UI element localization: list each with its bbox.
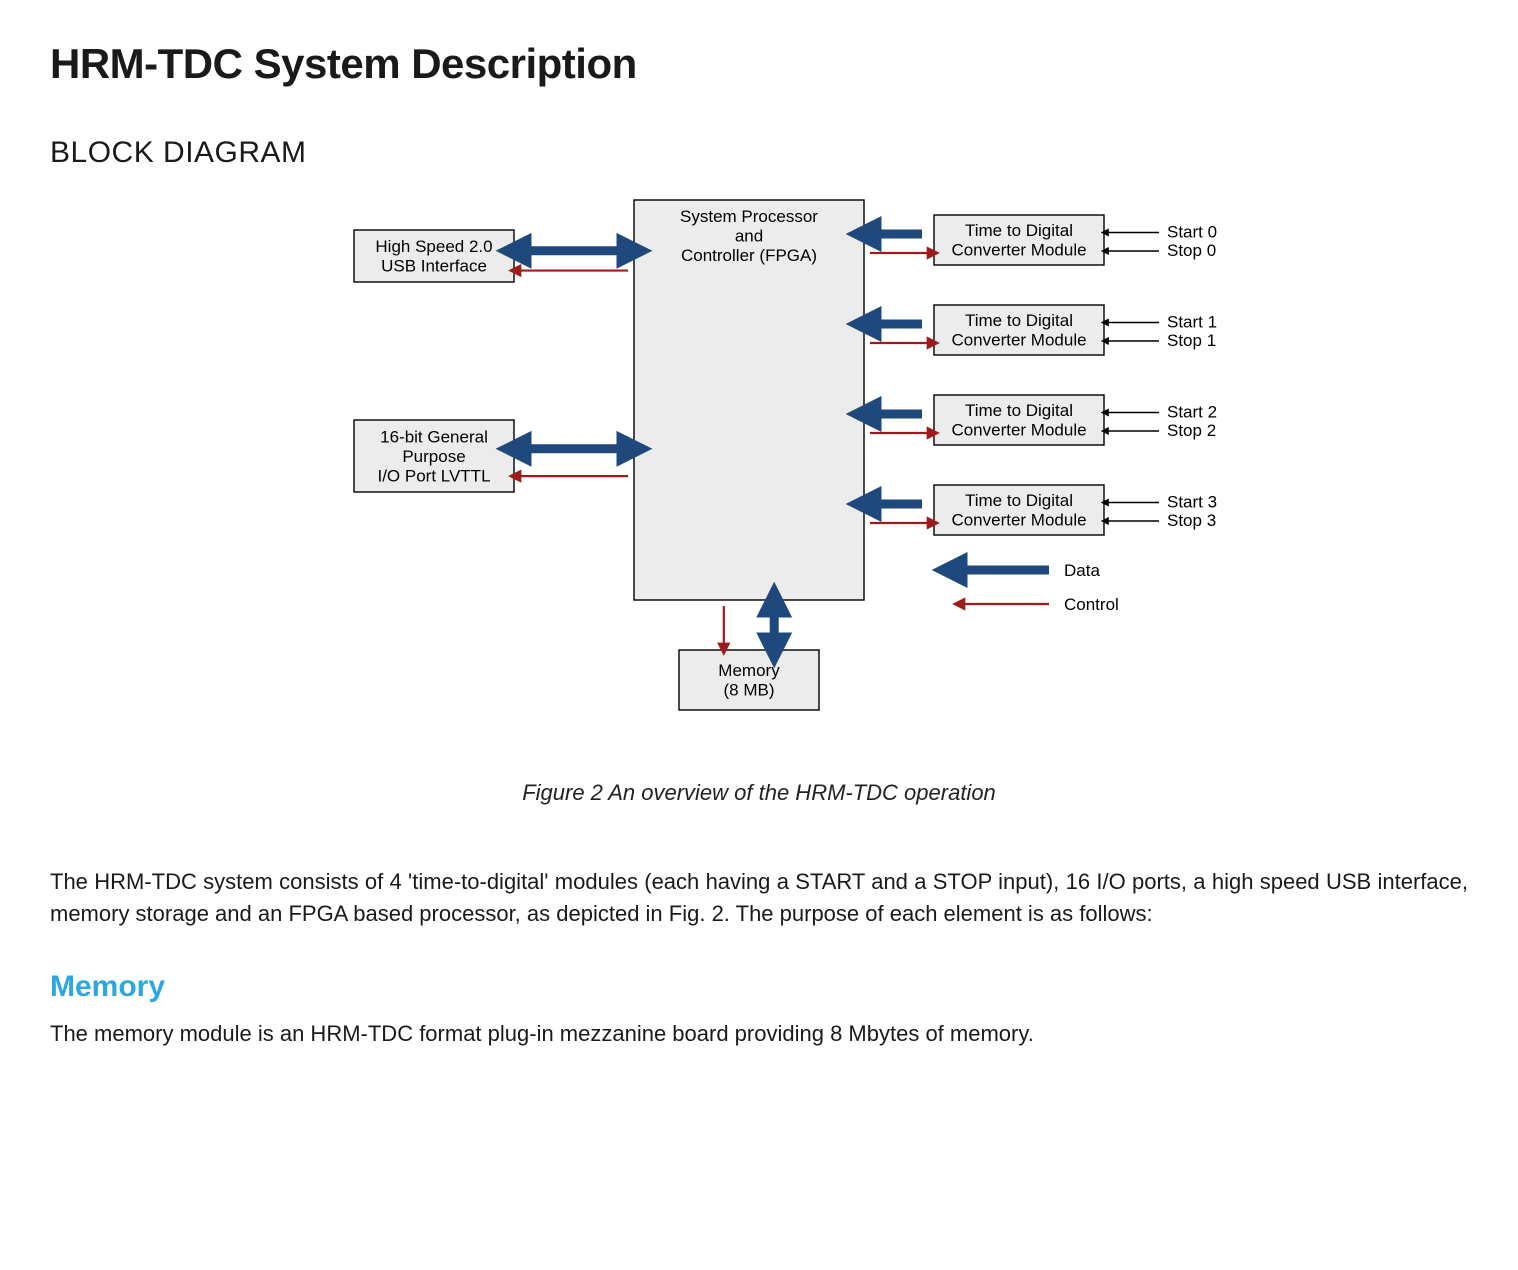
tdc3-start-label: Start 3: [1167, 493, 1217, 512]
legend-data-label: Data: [1064, 561, 1100, 580]
svg-text:Time to Digital: Time to Digital: [965, 401, 1073, 420]
svg-text:Converter Module: Converter Module: [951, 511, 1086, 530]
svg-text:USB Interface: USB Interface: [381, 257, 487, 276]
block-diagram: System ProcessorandController (FPGA) High…: [50, 190, 1468, 750]
svg-text:High Speed 2.0: High Speed 2.0: [375, 237, 492, 256]
svg-text:System Processor: System Processor: [680, 207, 818, 226]
svg-text:Converter Module: Converter Module: [951, 331, 1086, 350]
svg-text:16-bit General: 16-bit General: [380, 427, 488, 446]
tdc2-stop-label: Stop 2: [1167, 421, 1216, 440]
memory-block: Memory(8 MB): [679, 650, 819, 710]
svg-text:(8 MB): (8 MB): [724, 681, 775, 700]
tdc3-stop-label: Stop 3: [1167, 511, 1216, 530]
figure-caption: Figure 2 An overview of the HRM-TDC oper…: [50, 780, 1468, 806]
svg-text:Time to Digital: Time to Digital: [965, 311, 1073, 330]
svg-text:Time to Digital: Time to Digital: [965, 491, 1073, 510]
svg-text:Time to Digital: Time to Digital: [965, 221, 1073, 240]
memory-paragraph: The memory module is an HRM-TDC format p…: [50, 1018, 1468, 1050]
tdc-block-1: Time to DigitalConverter Module: [934, 305, 1104, 355]
usb-block: High Speed 2.0USB Interface: [354, 230, 514, 282]
legend-control-label: Control: [1064, 595, 1119, 614]
svg-text:Controller (FPGA): Controller (FPGA): [681, 246, 817, 265]
section-heading: BLOCK DIAGRAM: [50, 136, 1468, 170]
page-title: HRM-TDC System Description: [50, 40, 1468, 88]
intro-paragraph: The HRM-TDC system consists of 4 'time-t…: [50, 866, 1468, 930]
cpu-block: System ProcessorandController (FPGA): [634, 200, 864, 600]
tdc-block-3: Time to DigitalConverter Module: [934, 485, 1104, 535]
memory-heading: Memory: [50, 970, 1468, 1004]
svg-text:Converter Module: Converter Module: [951, 241, 1086, 260]
svg-text:and: and: [735, 227, 763, 246]
svg-text:Memory: Memory: [718, 661, 780, 680]
gpio-block: 16-bit GeneralPurposeI/O Port LVTTL: [354, 420, 514, 492]
tdc1-stop-label: Stop 1: [1167, 331, 1216, 350]
tdc-block-0: Time to DigitalConverter Module: [934, 215, 1104, 265]
tdc0-stop-label: Stop 0: [1167, 241, 1216, 260]
tdc1-start-label: Start 1: [1167, 313, 1217, 332]
tdc2-start-label: Start 2: [1167, 403, 1217, 422]
svg-text:Converter Module: Converter Module: [951, 421, 1086, 440]
svg-text:I/O Port LVTTL: I/O Port LVTTL: [377, 467, 490, 486]
tdc0-start-label: Start 0: [1167, 223, 1217, 242]
tdc-block-2: Time to DigitalConverter Module: [934, 395, 1104, 445]
svg-text:Purpose: Purpose: [402, 447, 465, 466]
